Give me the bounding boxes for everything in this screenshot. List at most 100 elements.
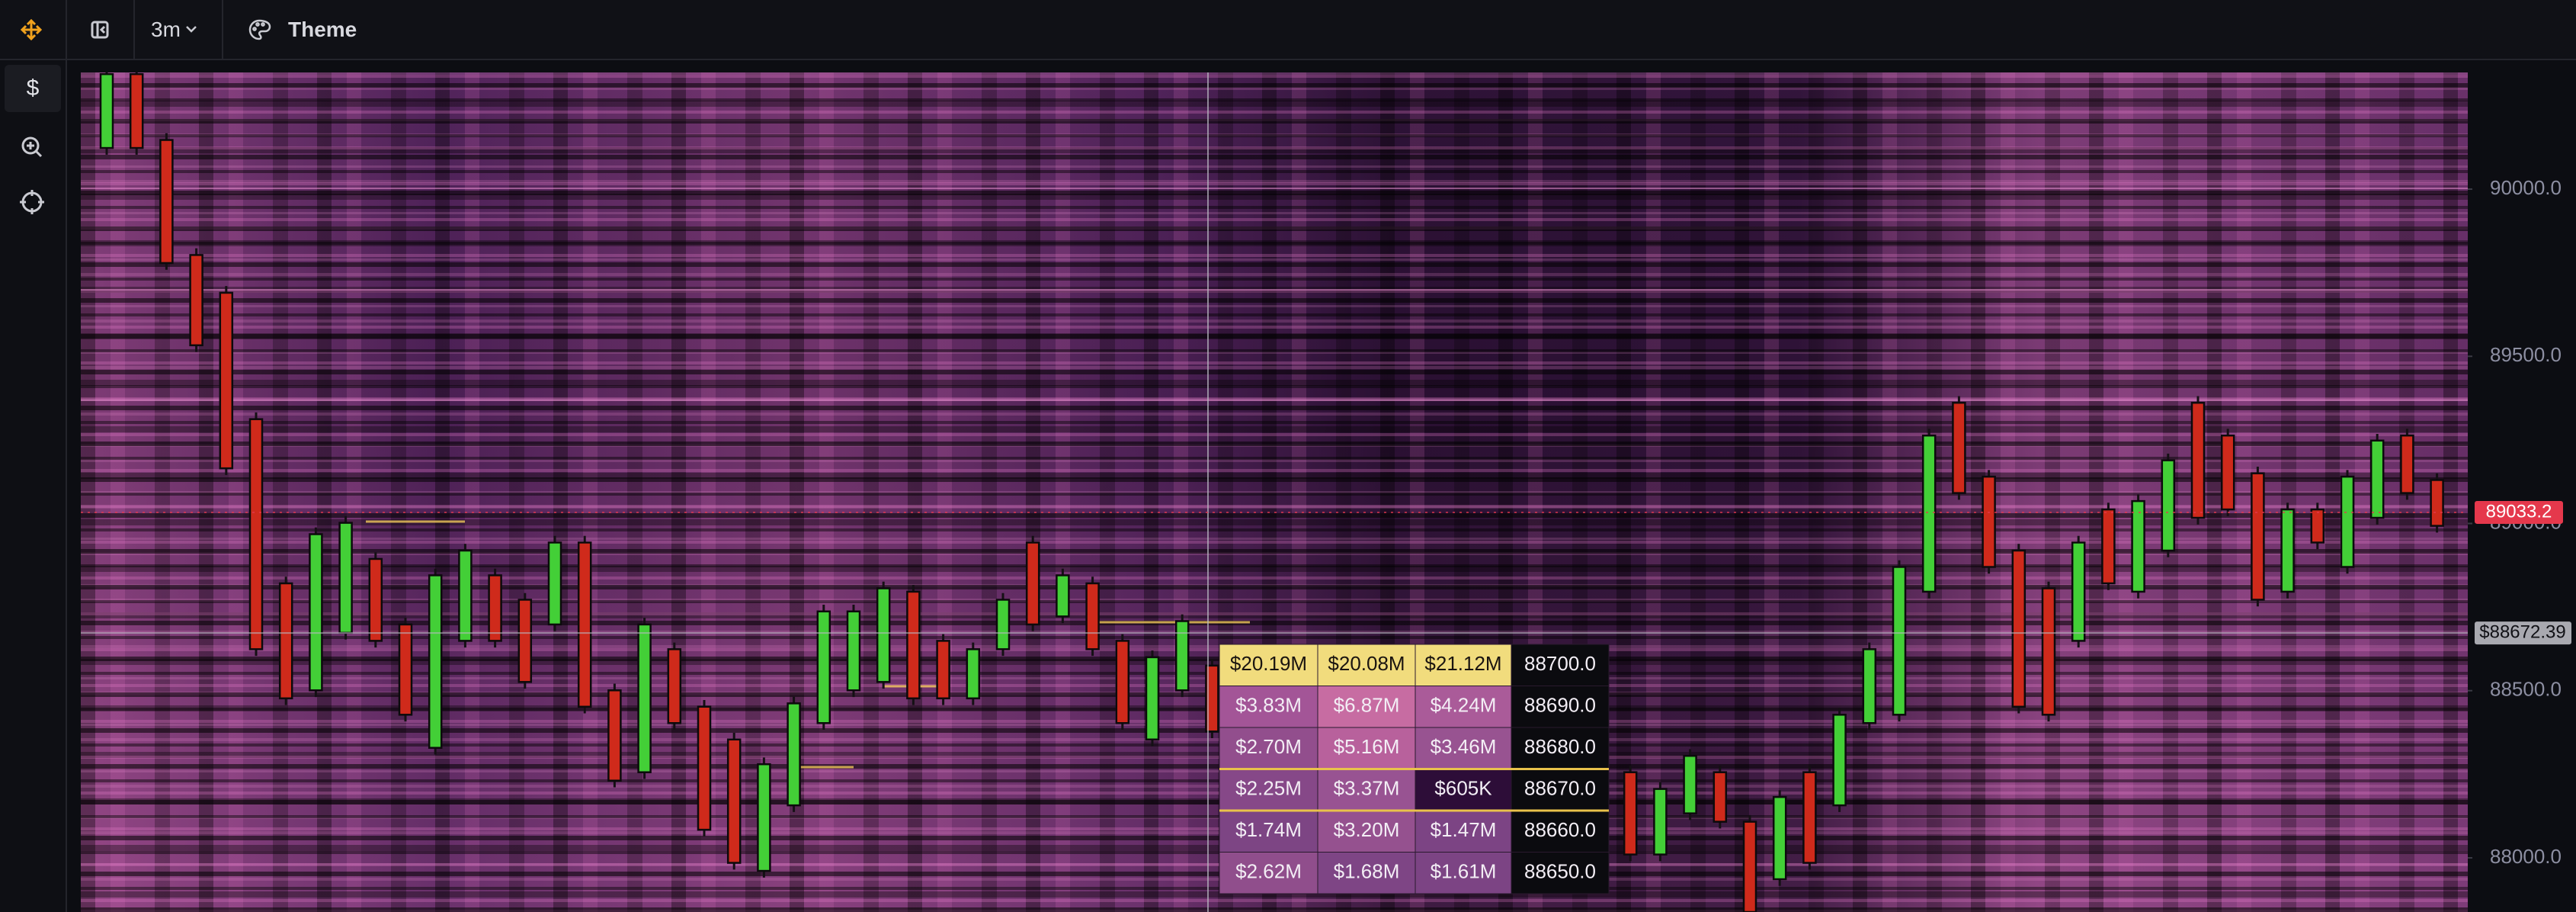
tooltip-cell-text: $3.46M bbox=[1431, 735, 1497, 758]
candle-body bbox=[2101, 508, 2116, 585]
chevron bbox=[186, 26, 197, 33]
candle-body bbox=[607, 689, 622, 782]
tooltip-cell bbox=[1511, 810, 1610, 853]
candle-body bbox=[2369, 439, 2385, 519]
candle-body bbox=[846, 610, 861, 692]
candle-body bbox=[488, 574, 502, 642]
candle-body bbox=[2011, 549, 2027, 708]
tooltip-cell bbox=[1317, 810, 1416, 853]
tooltip-cell bbox=[1317, 727, 1416, 769]
candle-body bbox=[2280, 508, 2295, 593]
separator bbox=[133, 0, 135, 59]
tooltip-cell bbox=[1415, 769, 1512, 811]
sidebar-toggle[interactable] bbox=[76, 0, 122, 59]
chevron-icon bbox=[186, 26, 197, 33]
candle-body bbox=[1862, 648, 1877, 724]
tooltip-cell-text: $20.08M bbox=[1328, 652, 1405, 675]
wall-lines bbox=[81, 188, 2468, 401]
candle-body bbox=[2251, 472, 2265, 601]
candle-body bbox=[2131, 499, 2145, 593]
candle-body bbox=[577, 541, 592, 708]
candle-body bbox=[2190, 401, 2206, 519]
tooltip-cell-text: 88660.0 bbox=[1524, 818, 1596, 841]
tooltip-cell bbox=[1219, 852, 1318, 894]
interval-button[interactable]: 3m bbox=[151, 18, 181, 41]
candle-body bbox=[2041, 587, 2056, 716]
candles bbox=[99, 72, 2444, 912]
currency-button[interactable]: $ bbox=[5, 65, 61, 112]
tooltip-cell-text: $2.62M bbox=[1235, 860, 1302, 883]
tooltip-cell-text: $3.83M bbox=[1235, 694, 1302, 717]
candle-body bbox=[667, 648, 682, 724]
crosshair-button[interactable] bbox=[0, 175, 66, 236]
zoom-button[interactable] bbox=[0, 118, 66, 179]
move-button[interactable] bbox=[0, 0, 66, 59]
tooltip-cell-text: $20.19M bbox=[1230, 652, 1307, 675]
candle-body bbox=[1115, 640, 1130, 724]
y-tick-label: 88000.0 bbox=[2490, 845, 2562, 868]
tooltip-cell-text: $4.24M bbox=[1431, 694, 1497, 717]
candle-body bbox=[1832, 714, 1847, 807]
candle-body bbox=[936, 640, 950, 700]
tooltip-cell-text: $2.25M bbox=[1235, 777, 1302, 800]
candle-body bbox=[726, 738, 742, 864]
tooltip-cell bbox=[1317, 852, 1416, 894]
candle-body bbox=[547, 541, 562, 626]
last-price-label: 89033.2 bbox=[2486, 501, 2552, 522]
candle-body bbox=[2340, 475, 2355, 568]
candle-body bbox=[1892, 566, 1907, 716]
tooltip-table: $20.19M $20.08M $21.12M 88700.0 $3.83M $6.87M… bbox=[1219, 644, 1610, 894]
candle-body bbox=[906, 590, 921, 700]
candle-body bbox=[1982, 475, 1996, 568]
tooltip-cell bbox=[1317, 686, 1416, 728]
candle-body bbox=[428, 574, 443, 749]
tooltip-cell bbox=[1415, 644, 1512, 686]
candle-body bbox=[2310, 508, 2325, 544]
candle-body bbox=[2430, 479, 2444, 527]
last-price-box bbox=[2475, 500, 2563, 524]
tooltip-cell bbox=[1317, 644, 1416, 686]
crosshair-price-box bbox=[2475, 621, 2571, 645]
candle-body bbox=[1921, 434, 1937, 593]
tooltip-cell-text: $5.16M bbox=[1334, 735, 1400, 758]
candle-body bbox=[338, 522, 353, 634]
candle-body bbox=[2071, 541, 2086, 642]
candle-body bbox=[1174, 620, 1190, 692]
candle-body bbox=[816, 610, 831, 724]
candle-body bbox=[2400, 434, 2414, 494]
candle-body bbox=[697, 705, 712, 831]
candle-body bbox=[129, 72, 144, 149]
liquidity-heatmap bbox=[81, 72, 2468, 912]
candle-body bbox=[517, 599, 533, 683]
sidebar: $ bbox=[0, 60, 67, 912]
candle-body bbox=[368, 557, 383, 642]
candle-body bbox=[1205, 664, 1219, 733]
tooltip-cell-text: 88670.0 bbox=[1524, 777, 1596, 800]
toolbar: 3m Theme bbox=[0, 0, 2576, 60]
candle-body bbox=[1623, 771, 1638, 856]
tooltip-cell bbox=[1511, 769, 1610, 811]
y-tick-label: 89500.0 bbox=[2490, 343, 2562, 366]
candle-body bbox=[219, 291, 234, 470]
candle-body bbox=[995, 599, 1011, 650]
candle-body bbox=[637, 623, 652, 773]
candle-body bbox=[1085, 582, 1100, 650]
palette-icon bbox=[248, 19, 271, 40]
tooltip-cell bbox=[1511, 686, 1610, 728]
tooltip-cell-text: $21.12M bbox=[1424, 652, 1501, 675]
candle-body bbox=[1713, 771, 1728, 823]
theme-button[interactable]: Theme bbox=[288, 18, 357, 41]
tooltip-cell bbox=[1219, 769, 1318, 811]
overlay: 90000.089500.089000.088500.088000.089033… bbox=[81, 176, 2571, 894]
candle-body bbox=[398, 623, 413, 716]
candle-body bbox=[1025, 541, 1040, 626]
candle-body bbox=[1653, 788, 1668, 856]
separator bbox=[66, 0, 67, 59]
tooltip-cell-text: $3.37M bbox=[1334, 777, 1400, 800]
candle-body bbox=[1742, 820, 1757, 912]
candle-body bbox=[966, 648, 981, 700]
tooltip-cell-text: $1.74M bbox=[1235, 818, 1302, 841]
y-tick-label: 90000.0 bbox=[2490, 176, 2562, 199]
tooltip-cell bbox=[1511, 644, 1610, 686]
